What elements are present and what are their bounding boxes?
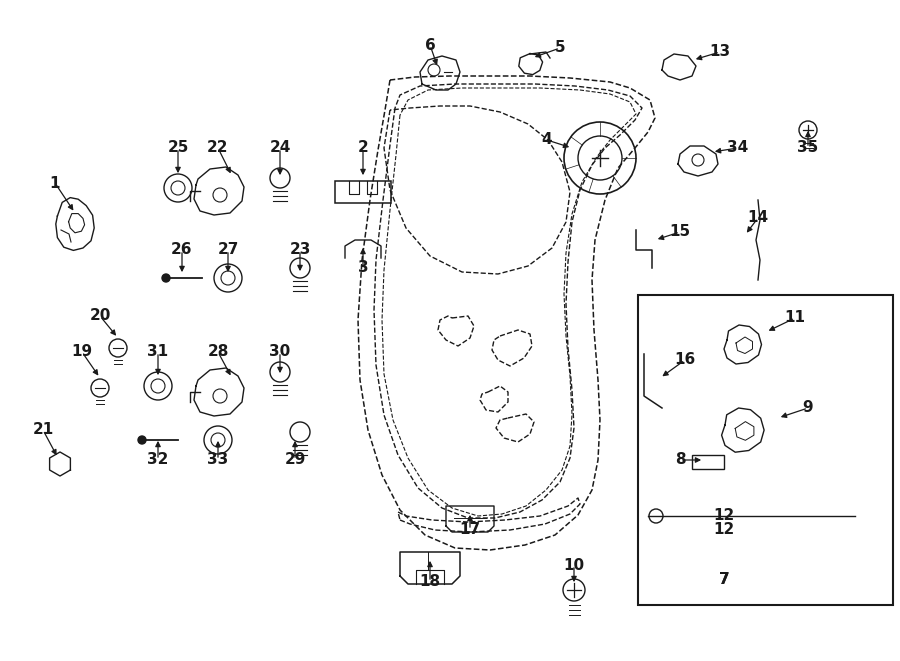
Text: 35: 35 [797,141,819,155]
Text: 21: 21 [32,422,54,438]
Text: 10: 10 [563,557,585,572]
Text: 33: 33 [207,453,229,467]
Text: 16: 16 [674,352,696,368]
Text: 19: 19 [71,344,93,360]
Text: 12: 12 [714,508,734,524]
Text: 20: 20 [89,309,111,323]
Text: 14: 14 [747,210,769,225]
Text: 18: 18 [419,574,441,590]
Text: 25: 25 [167,141,189,155]
Circle shape [138,436,146,444]
Text: 12: 12 [714,522,734,537]
Text: 13: 13 [709,44,731,59]
Text: 22: 22 [207,141,229,155]
Text: 11: 11 [785,311,806,325]
Text: 27: 27 [217,243,239,258]
Text: 5: 5 [554,40,565,56]
Text: 24: 24 [269,141,291,155]
Bar [692,455,724,469]
Text: 29: 29 [284,453,306,467]
Text: 32: 32 [148,453,168,467]
Text: 31: 31 [148,344,168,360]
Text: 23: 23 [289,243,310,258]
Text: 3: 3 [357,260,368,276]
Circle shape [162,274,170,282]
Bar [335,181,391,203]
Bar [638,295,893,605]
Text: 30: 30 [269,344,291,360]
Text: 7: 7 [719,572,729,588]
Text: 6: 6 [425,38,436,52]
Text: 1: 1 [50,176,60,190]
Text: 17: 17 [459,522,481,537]
Text: 4: 4 [542,132,553,147]
Text: 8: 8 [675,453,685,467]
Text: 7: 7 [719,572,729,588]
Text: 9: 9 [803,401,814,416]
Text: 28: 28 [207,344,229,360]
Text: 15: 15 [670,225,690,239]
Text: 26: 26 [171,243,193,258]
Text: 2: 2 [357,141,368,155]
Text: 34: 34 [727,141,749,155]
